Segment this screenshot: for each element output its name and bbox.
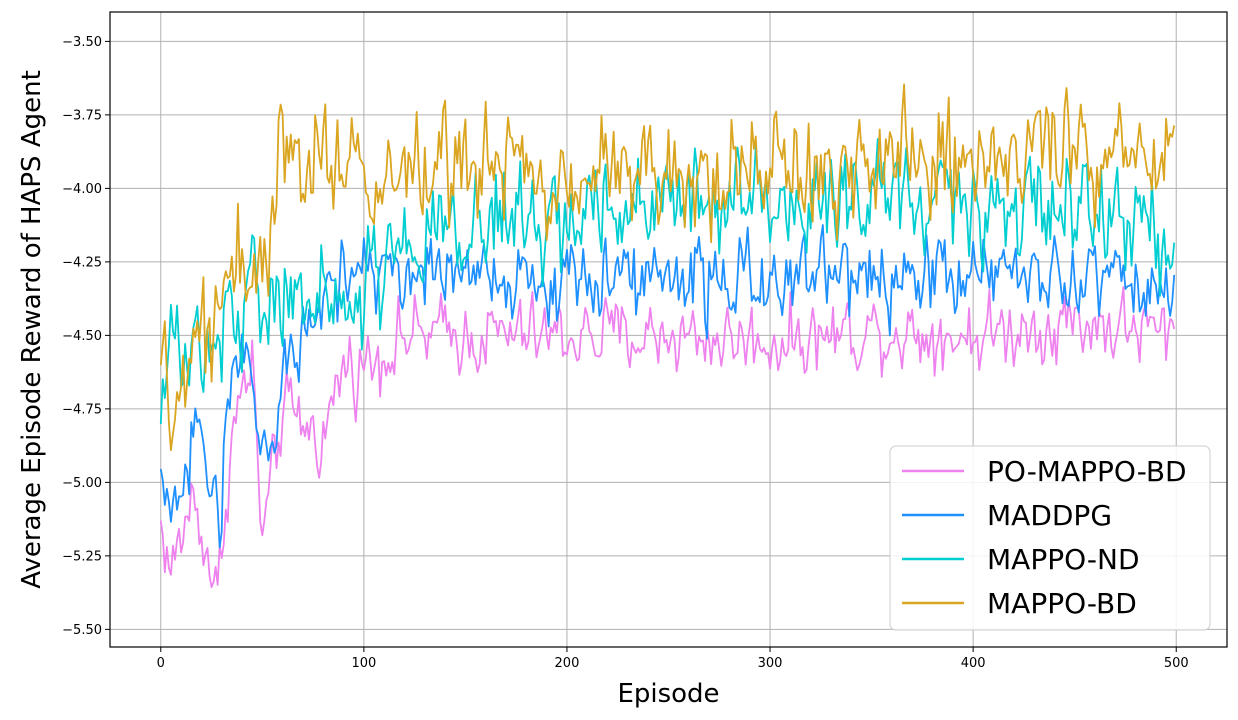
y-tick-label: −5.50: [62, 623, 102, 638]
legend-label-mappo-bd: MAPPO-BD: [987, 587, 1137, 620]
series-line-po-mappo-bd: [159, 286, 1176, 589]
legend-label-po-mappo-bd: PO-MAPPO-BD: [987, 455, 1187, 488]
y-tick-label: −5.25: [62, 549, 102, 564]
y-axis-title: Average Episode Reward of HAPS Agent: [17, 70, 47, 589]
series-line-maddpg: [159, 224, 1176, 549]
x-tick-label: 400: [961, 656, 986, 671]
y-tick-label: −4.00: [62, 182, 102, 197]
legend-label-maddpg: MADDPG: [987, 499, 1112, 532]
y-tick-label: −4.25: [62, 255, 102, 270]
legend: PO-MAPPO-BD MADDPG MAPPO-ND MAPPO-BD: [889, 445, 1211, 631]
x-tick-label: 500: [1164, 656, 1189, 671]
y-tick-label: −4.50: [62, 329, 102, 344]
y-tick-label: −4.75: [62, 402, 102, 417]
x-axis-title: Episode: [617, 679, 719, 709]
axis-ticks: 0 100 200 300 400 500 −5.50 −5.25 −5.00 −4.75 −4.5…: [62, 35, 1188, 671]
x-tick-label: 300: [758, 656, 783, 671]
x-tick-label: 0: [157, 656, 165, 671]
y-tick-label: −3.50: [62, 35, 102, 50]
x-tick-label: 100: [351, 656, 376, 671]
legend-box: [889, 445, 1211, 631]
series-line-mappo-bd: [159, 83, 1176, 452]
y-tick-label: −3.75: [62, 108, 102, 123]
x-tick-label: 200: [555, 656, 580, 671]
series-lines: [159, 83, 1176, 589]
plot-frame: [109, 11, 1228, 648]
y-tick-label: −5.00: [62, 476, 102, 491]
legend-label-mappo-nd: MAPPO-ND: [987, 543, 1140, 576]
